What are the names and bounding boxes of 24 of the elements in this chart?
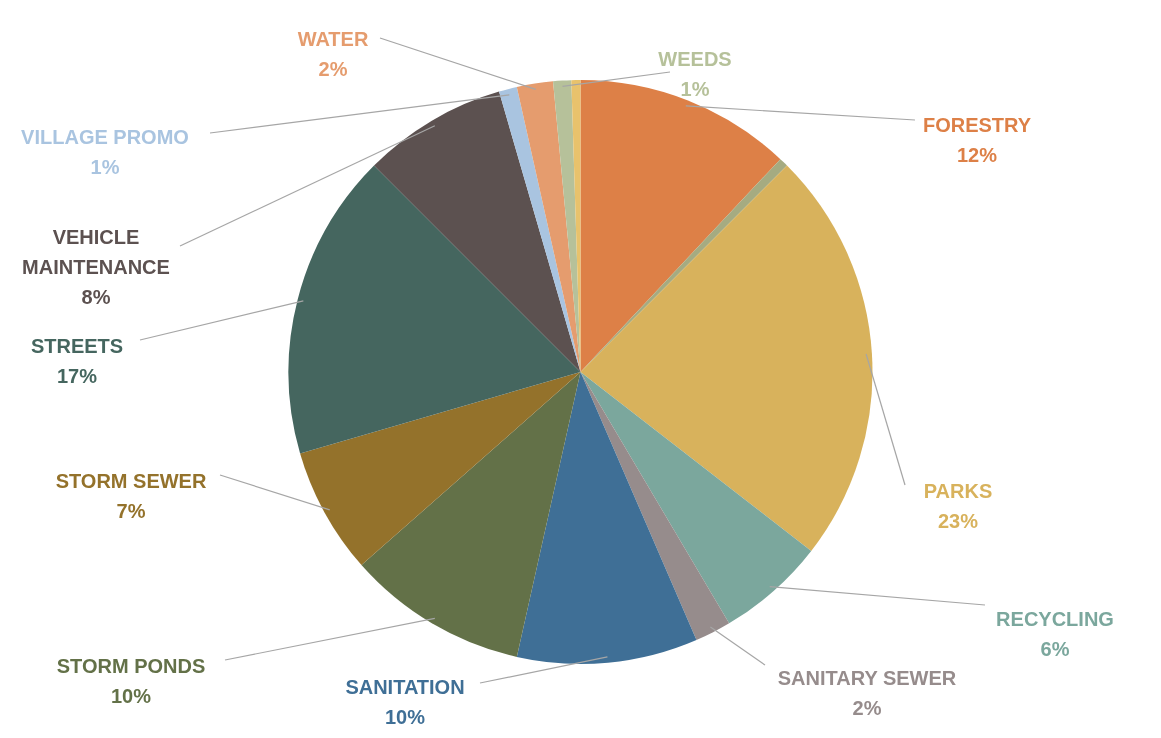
data-label: 23% — [937, 509, 979, 532]
slice-label: SANITATION — [345, 675, 465, 698]
slice-label: WATER — [297, 27, 369, 50]
slice-label: VEHICLE MAINTENANCE — [22, 225, 170, 278]
data-label: 1% — [680, 77, 710, 100]
slice-label: WEEDS — [658, 47, 732, 70]
data-label: 2% — [852, 696, 882, 719]
data-label: 12% — [956, 143, 998, 166]
slice-label: STORM SEWER — [55, 469, 207, 492]
data-label: 2% — [318, 57, 348, 80]
slice-label: FORESTRY — [922, 113, 1032, 136]
slice-label: RECYCLING — [996, 607, 1114, 630]
slice-label: STREETS — [30, 334, 124, 357]
data-label: 10% — [384, 705, 426, 728]
data-label: 17% — [56, 364, 98, 387]
data-label: 1% — [90, 155, 120, 178]
slice-label: PARKS — [923, 479, 993, 502]
slice-label: STORM PONDS — [56, 654, 206, 677]
data-label: 8% — [81, 285, 111, 308]
slice-label: SANITARY SEWER — [777, 666, 957, 689]
slice-label: VILLAGE PROMO — [21, 125, 189, 148]
data-label: 6% — [1040, 637, 1070, 660]
data-label: 7% — [116, 499, 146, 522]
data-label: 10% — [110, 684, 152, 707]
